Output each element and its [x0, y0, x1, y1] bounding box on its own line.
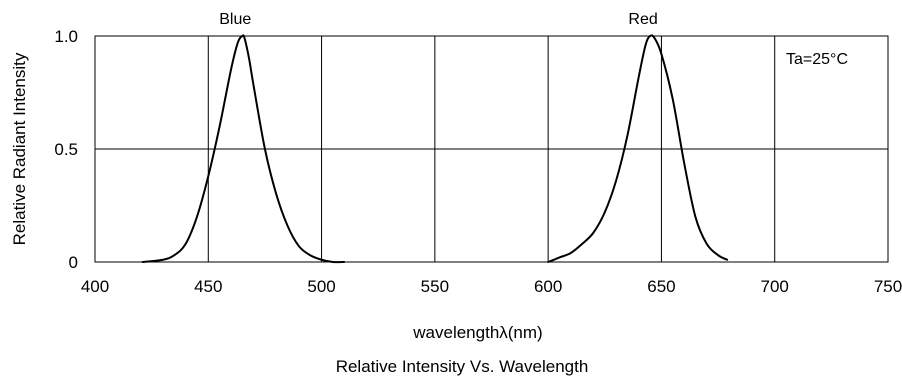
x-tick-label: 400: [81, 277, 109, 296]
series-line-blue: [141, 34, 346, 264]
x-tick-label: 600: [534, 277, 562, 296]
tick-labels: 400 450 500 550 600 650 700 750 0 0.5 1.0: [54, 27, 902, 296]
series-label-red: Red: [628, 11, 657, 28]
chart-title: Relative Intensity Vs. Wavelength: [336, 357, 589, 376]
y-tick-label: 1.0: [54, 27, 78, 46]
series-label-blue: Blue: [219, 11, 251, 28]
annotation-temperature: Ta=25°C: [786, 51, 848, 68]
x-tick-label: 450: [194, 277, 222, 296]
x-tick-label: 500: [307, 277, 335, 296]
series-lines: [141, 34, 729, 264]
plot-frame: [94, 35, 889, 263]
y-axis-title: Relative Radiant Intensity: [10, 52, 29, 245]
x-tick-label: 650: [647, 277, 675, 296]
x-tick-label: 700: [761, 277, 789, 296]
grid-lines: [95, 36, 888, 262]
x-axis-title: wavelengthλ(nm): [412, 323, 542, 342]
series-labels: Blue Red: [219, 11, 658, 28]
series-line-red: [547, 34, 729, 263]
x-tick-label: 550: [421, 277, 449, 296]
y-tick-label: 0.5: [54, 140, 78, 159]
x-tick-label: 750: [874, 277, 902, 296]
y-tick-label: 0: [69, 253, 78, 272]
